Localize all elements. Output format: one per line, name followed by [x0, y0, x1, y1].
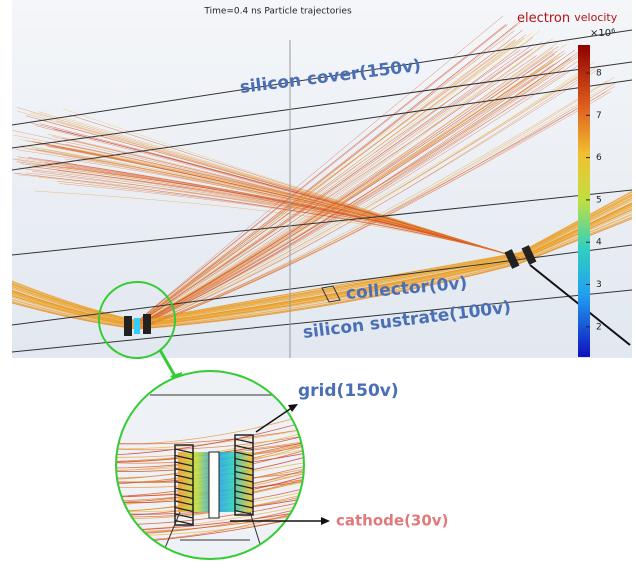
legend-multiplier: ×10⁶ [590, 28, 615, 39]
coil [124, 316, 132, 336]
title: Time=0.4 ns Particle trajectories [203, 7, 352, 17]
grid-callout: grid(150v) [298, 381, 399, 401]
colorbar [578, 45, 590, 357]
colorbar-tick-label: 7 [596, 111, 602, 121]
cathode-arrowhead [321, 517, 330, 525]
legend-main: electron [517, 11, 570, 26]
legend-unit: velocity [574, 11, 617, 24]
colorbar-tick-label: 3 [596, 280, 602, 290]
colorbar-tick-label: 5 [596, 195, 602, 205]
colorbar-tick-label: 2 [596, 322, 602, 332]
figure: Time=0.4 ns Particle trajectories electr… [0, 0, 636, 569]
legend-label: electron velocity [517, 11, 618, 26]
cathode-callout: cathode(30v) [336, 512, 448, 530]
colorbar-tick-label: 8 [596, 69, 602, 79]
zoom-cathode [209, 452, 219, 518]
cathode [134, 318, 140, 334]
colorbar-tick-label: 4 [596, 238, 602, 248]
coil [143, 314, 151, 334]
colorbar-tick-label: 6 [596, 153, 602, 163]
grid-arrowhead [288, 404, 298, 412]
zoom-view [110, 370, 310, 569]
